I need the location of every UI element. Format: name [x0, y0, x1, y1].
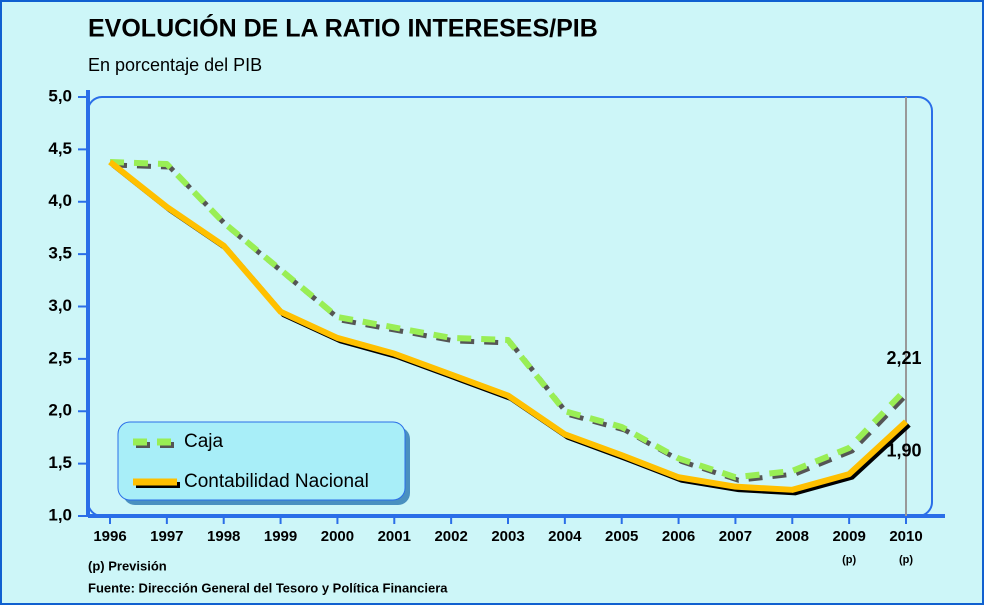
- x-tick-label: 2002: [434, 528, 467, 545]
- x-tick-label: 2003: [491, 528, 524, 545]
- legend: [117, 421, 406, 501]
- note: (p) Previsión: [88, 558, 167, 573]
- legend-label: Caja: [184, 431, 224, 452]
- x-tick-label: 2001: [378, 528, 411, 545]
- y-tick-label: 4,0: [48, 191, 72, 210]
- x-tick-label: 2000: [321, 528, 354, 545]
- chart-title: EVOLUCIÓN DE LA RATIO INTERESES/PIB: [88, 13, 598, 43]
- x-tick-label: 1997: [150, 528, 183, 545]
- x-tick-label: 1998: [207, 528, 240, 545]
- y-tick-label: 3,0: [48, 296, 72, 315]
- x-tick-label: 2010: [889, 528, 922, 545]
- y-tick-label: 2,5: [48, 348, 72, 367]
- x-tick-label: 1996: [93, 528, 126, 545]
- value-label: 2,21: [886, 348, 921, 368]
- x-tick-label: 2009: [832, 528, 865, 545]
- y-tick-label: 3,5: [48, 244, 72, 263]
- x-tick-label: 2008: [776, 528, 809, 545]
- series-line: [109, 158, 909, 481]
- x-tick-label: 1999: [264, 528, 297, 545]
- y-tick-label: 1,0: [48, 505, 72, 524]
- x-tick-note: (p): [899, 554, 913, 566]
- x-tick-label: 2004: [548, 528, 582, 545]
- chart-subtitle: En porcentaje del PIB: [88, 55, 262, 75]
- y-tick-label: 1,5: [48, 453, 72, 472]
- y-tick-label: 5,0: [48, 86, 72, 105]
- x-tick-label: 2006: [662, 528, 695, 545]
- y-tick-label: 4,5: [48, 139, 72, 158]
- series-line: [108, 159, 909, 493]
- x-tick-note: (p): [842, 554, 856, 566]
- y-tick-label: 2,0: [48, 401, 72, 420]
- legend-label: Contabilidad Nacional: [184, 471, 369, 492]
- x-tick-label: 2007: [719, 528, 752, 545]
- source: Fuente: Dirección General del Tesoro y P…: [88, 580, 448, 595]
- x-tick-label: 2005: [605, 528, 638, 545]
- value-label: 1,90: [886, 440, 921, 460]
